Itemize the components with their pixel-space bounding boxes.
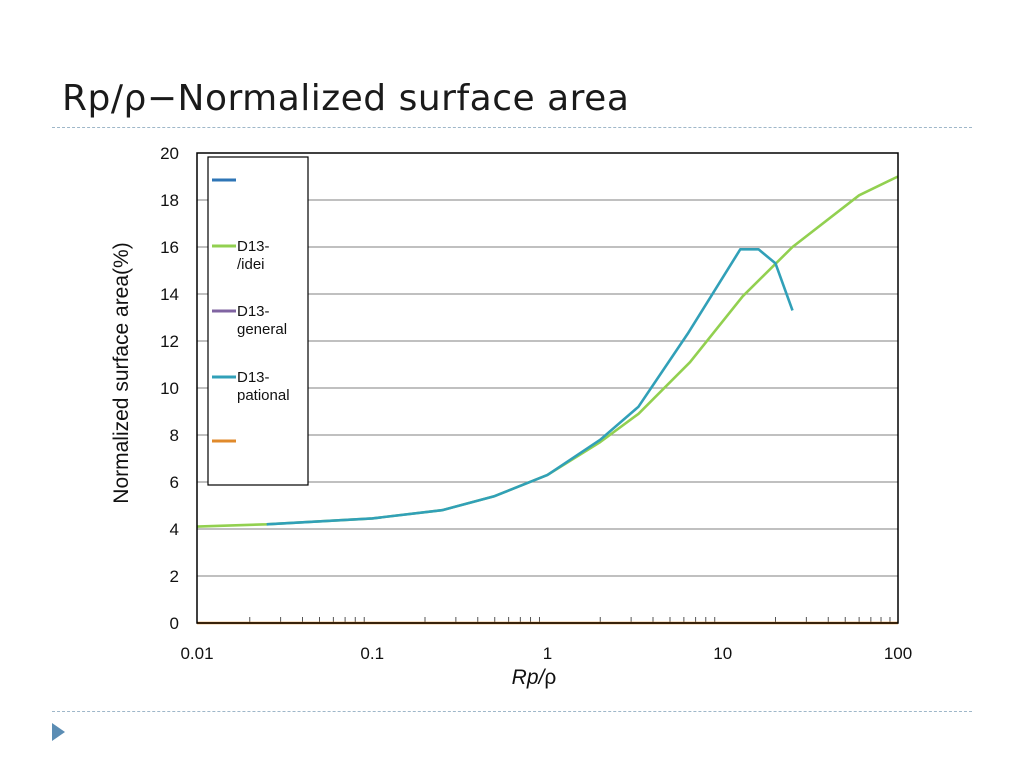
x-tick-label: 10	[713, 644, 732, 663]
x-tick-label: 0.1	[360, 644, 384, 663]
legend-box	[207, 156, 309, 486]
y-tick-label: 4	[170, 520, 179, 539]
y-axis-title: Normalized surface area(%)	[110, 242, 133, 503]
gridlines	[197, 199, 898, 577]
y-tick-label: 10	[160, 379, 179, 398]
x-tick-labels: 0.01 0.1 1 10 100	[180, 644, 912, 663]
y-tick-label: 14	[160, 285, 179, 304]
y-tick-label: 2	[170, 567, 179, 586]
x-axis-title: Rp/ρ	[512, 666, 557, 689]
y-tick-label: 8	[170, 426, 179, 445]
series-line-3	[266, 248, 794, 526]
title-divider	[52, 127, 972, 128]
legend-label: D13-general	[237, 303, 287, 338]
y-tick-label: 6	[170, 473, 179, 492]
plot-frame	[196, 152, 899, 624]
y-tick-label: 12	[160, 332, 179, 351]
legend-label: D13-/idei	[237, 238, 270, 273]
y-tick-label: 0	[170, 614, 179, 633]
y-tick-label: 16	[160, 238, 179, 257]
y-tick-label: 20	[160, 144, 179, 163]
x-tick-label: 0.01	[180, 644, 213, 663]
y-tick-labels: 0 2 4 6 8 10 12 14 16 18 20	[160, 144, 179, 633]
legend: D13-/idei D13-general D13-pational	[207, 156, 309, 486]
legend-label: D13-pational	[237, 369, 290, 404]
x-tick-label: 1	[543, 644, 552, 663]
bullet-triangle-icon	[52, 723, 65, 741]
x-tick-label: 100	[884, 644, 912, 663]
slide-title: Rp/ρ−Normalized surface area	[62, 78, 630, 119]
y-tick-label: 18	[160, 191, 179, 210]
footer-divider	[52, 711, 972, 712]
